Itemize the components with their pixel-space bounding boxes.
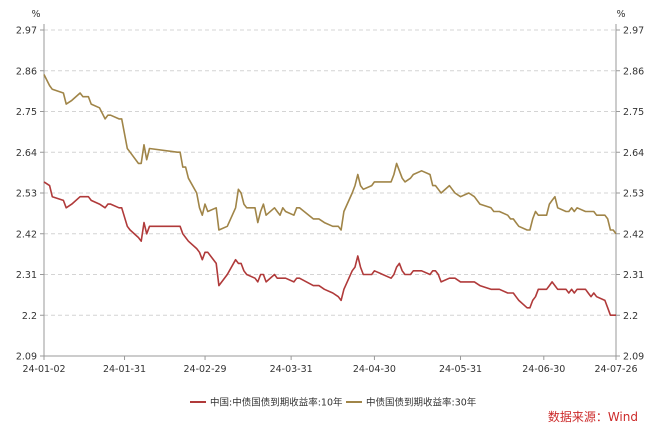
x-axis-ticks: 24-01-02 24-01-31 24-02-29 24-03-31 24-04-30… bbox=[22, 356, 638, 375]
y-right-tick-label: 2.42 bbox=[623, 229, 644, 240]
legend-label-10y: 中国:中债国债到期收益率:10年 bbox=[210, 397, 343, 409]
x-tick-label: 24-01-31 bbox=[103, 364, 146, 375]
x-tick-label: 24-04-30 bbox=[353, 364, 396, 375]
series-lines bbox=[43, 74, 617, 316]
y-right-tick-label: 2.64 bbox=[623, 148, 644, 159]
y-right-tick-label: 2.53 bbox=[623, 189, 644, 200]
y-left-tick-label: 2.2 bbox=[22, 311, 37, 322]
y-axis-left-ticks: 2.09 2.2 2.31 2.42 2.53 2.64 2.75 2.86 2.97 bbox=[16, 26, 44, 363]
series-line-30y bbox=[43, 74, 617, 235]
y-axis-right-ticks: 2.09 2.2 2.31 2.42 2.53 2.64 2.75 2.86 2.97 bbox=[616, 26, 644, 363]
x-tick-label: 24-03-31 bbox=[270, 364, 313, 375]
y-right-tick-label: 2.86 bbox=[623, 66, 644, 77]
x-tick-label: 24-07-26 bbox=[594, 364, 637, 375]
y-left-tick-label: 2.42 bbox=[16, 229, 37, 240]
y-left-tick-label: 2.64 bbox=[16, 148, 37, 159]
legend: 中国:中债国债到期收益率:10年 中债国债到期收益率:30年 bbox=[190, 397, 477, 409]
y-left-tick-label: 2.86 bbox=[16, 66, 37, 77]
y-right-tick-label: 2.75 bbox=[623, 107, 644, 118]
y-right-tick-label: 2.09 bbox=[623, 352, 644, 363]
y-left-tick-label: 2.09 bbox=[16, 352, 37, 363]
series-line-10y bbox=[43, 181, 616, 316]
y-right-tick-label: 2.2 bbox=[623, 311, 638, 322]
y-left-tick-label: 2.75 bbox=[16, 107, 37, 118]
y-axis-right-unit: % bbox=[616, 9, 625, 20]
y-left-tick-label: 2.31 bbox=[16, 270, 37, 281]
legend-label-30y: 中债国债到期收益率:30年 bbox=[366, 397, 477, 409]
x-tick-label: 24-02-29 bbox=[183, 364, 226, 375]
y-left-tick-label: 2.97 bbox=[16, 26, 37, 37]
x-tick-label: 24-01-02 bbox=[22, 364, 65, 375]
y-left-tick-label: 2.53 bbox=[16, 189, 37, 200]
gridlines bbox=[44, 29, 616, 316]
x-tick-label: 24-05-31 bbox=[439, 364, 482, 375]
x-tick-label: 24-06-30 bbox=[522, 364, 565, 375]
y-axis-left-unit: % bbox=[31, 9, 40, 20]
y-right-tick-label: 2.31 bbox=[623, 270, 644, 281]
data-source-note: 数据来源：Wind bbox=[548, 409, 638, 424]
y-right-tick-label: 2.97 bbox=[623, 26, 644, 37]
